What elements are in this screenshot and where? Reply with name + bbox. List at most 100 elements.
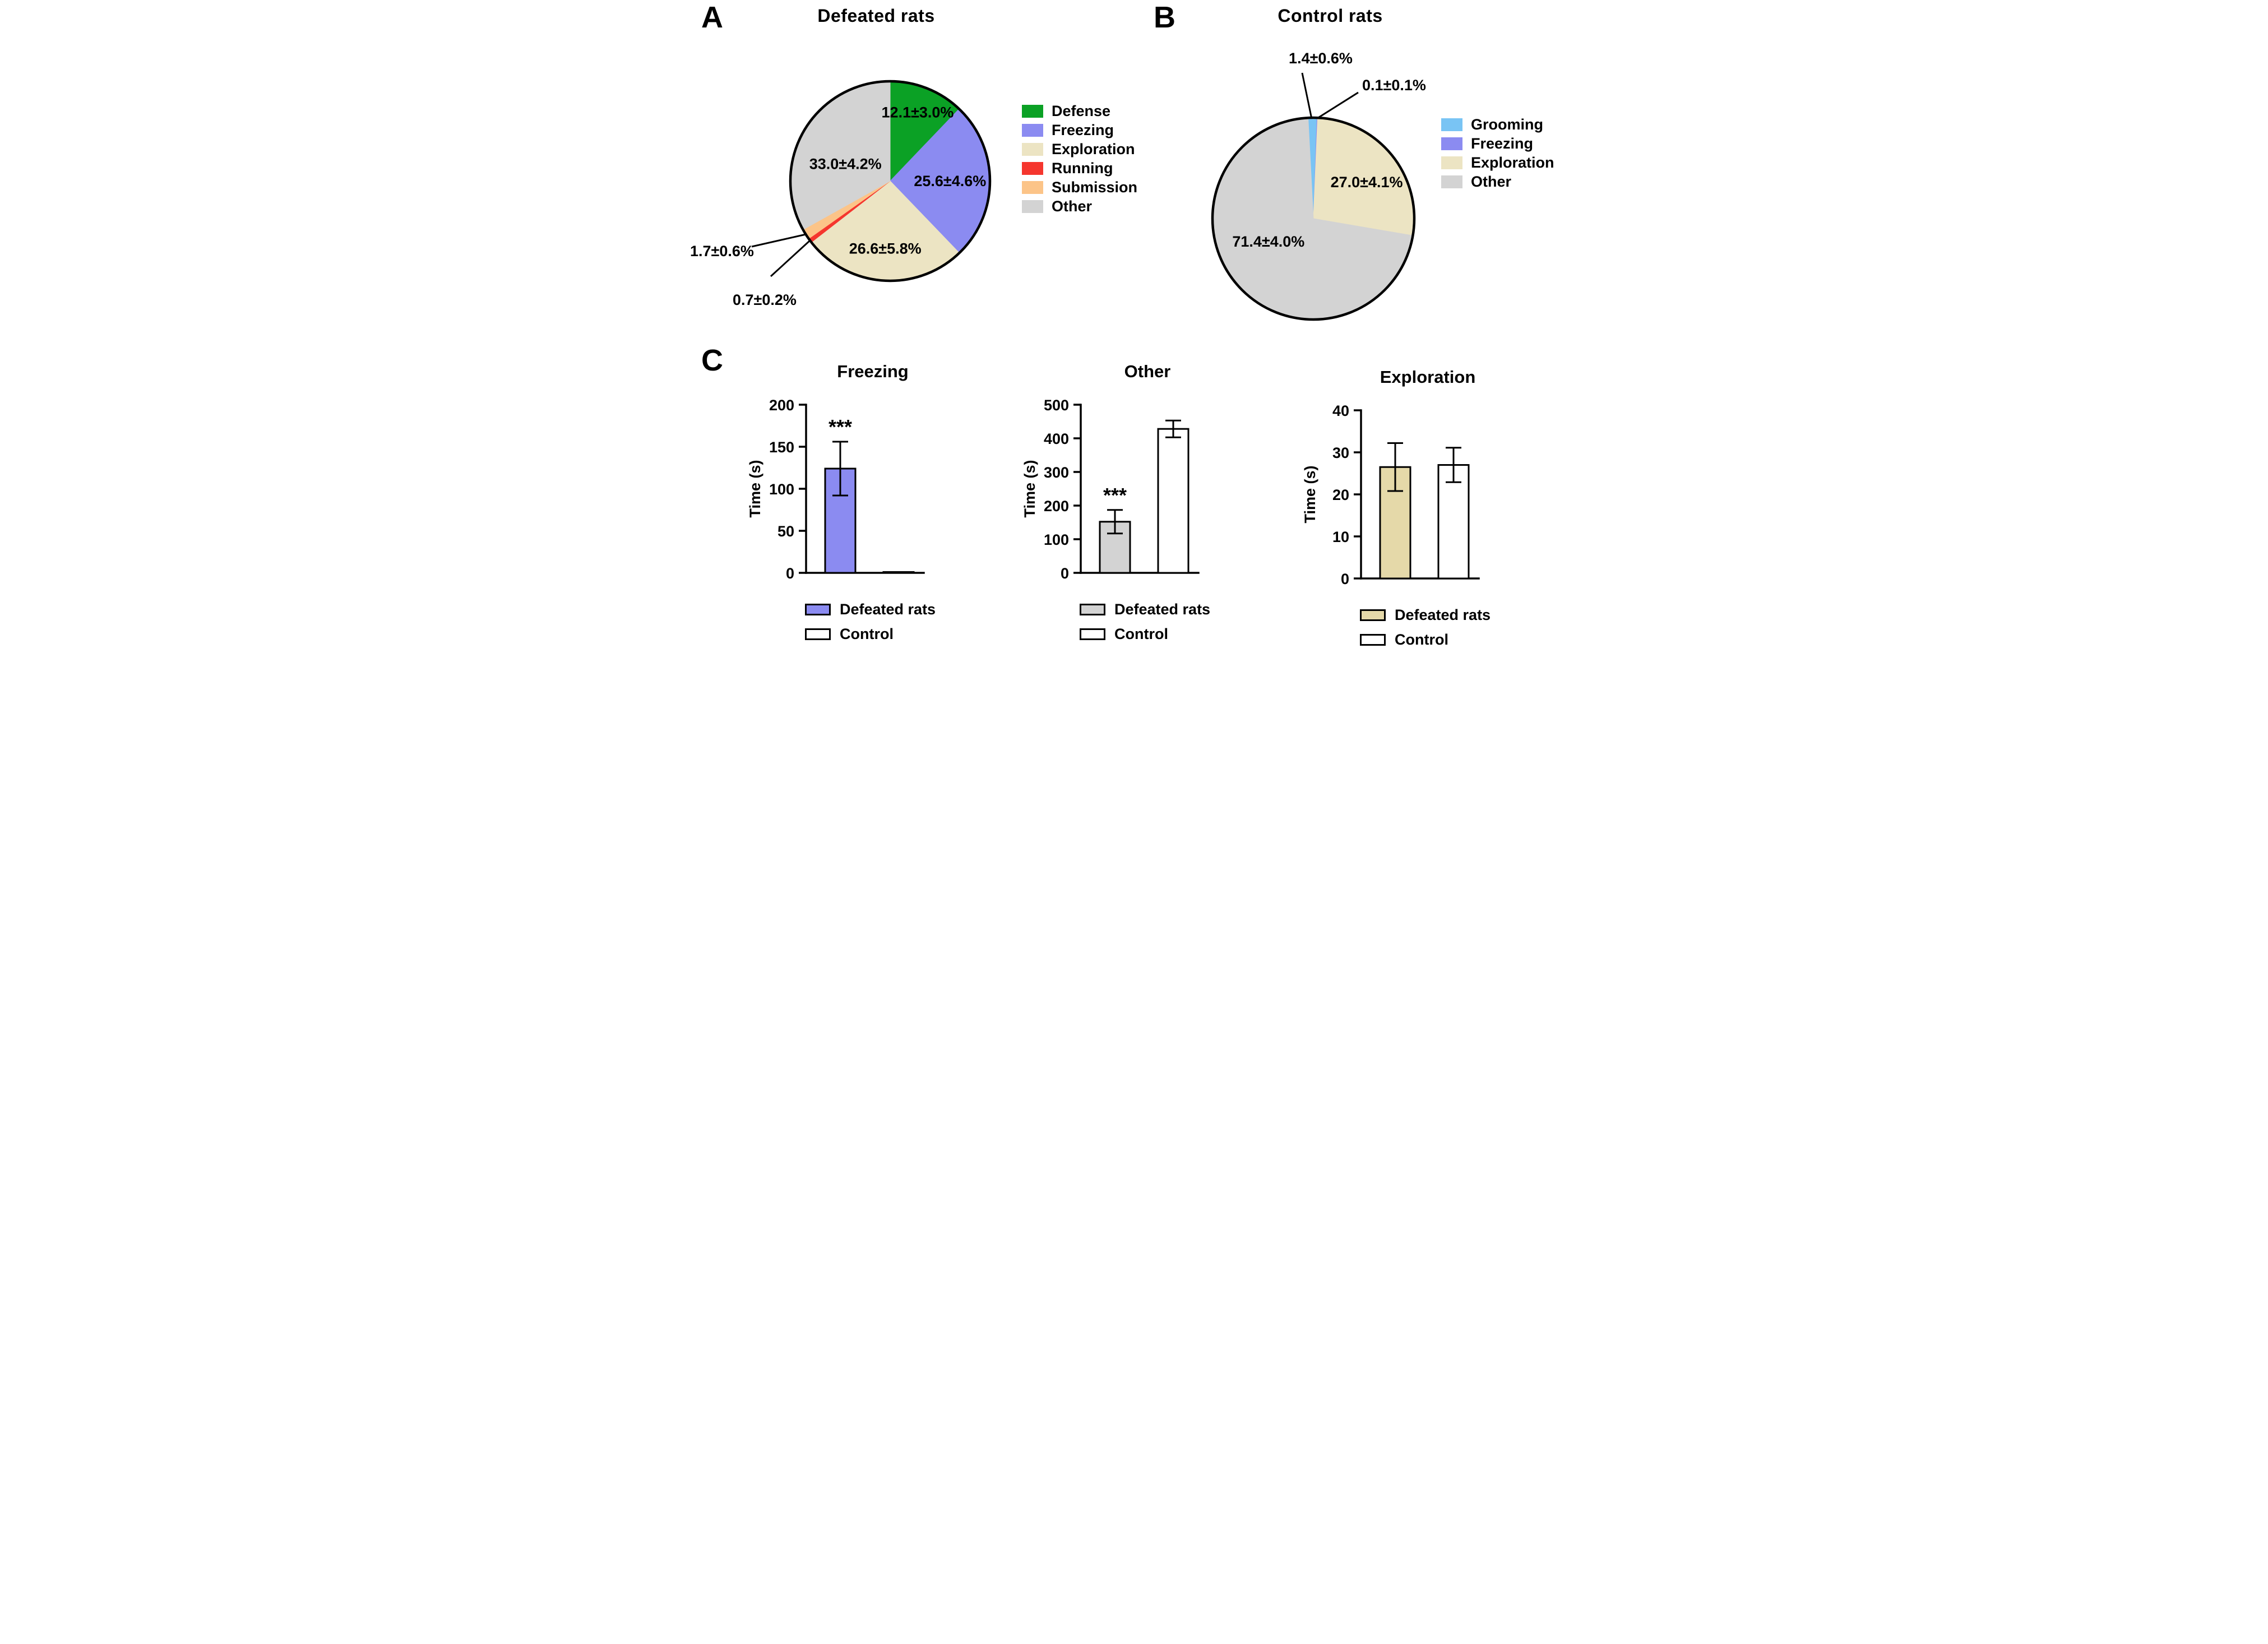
legend-item-defense: Defense xyxy=(1022,103,1137,120)
legend-item-control: Control xyxy=(1080,626,1255,643)
legend-swatch-control xyxy=(1080,628,1105,640)
y-tick-label: 100 xyxy=(769,481,794,498)
freezing-chart-legend: Defeated rats Control xyxy=(739,601,980,643)
legend-label-defense: Defense xyxy=(1052,103,1111,119)
y-axis-title: Time (s) xyxy=(1021,460,1038,517)
pie-value-grooming: 1.4±0.6% xyxy=(1289,50,1353,67)
leader-line-grooming xyxy=(1301,72,1313,119)
other-bar-chart: Other 0 100 200 300 400 500 Time (s) *** Defeat… xyxy=(1013,362,1255,643)
legend-item-control: Control xyxy=(1360,631,1535,649)
panel-b-title: Control rats xyxy=(1278,6,1383,26)
legend-label-other: Other xyxy=(1471,173,1512,190)
panel-a-label: A xyxy=(701,1,723,34)
exploration-bar-chart: Exploration 0 10 20 30 40 Time (s) Defeated r… xyxy=(1294,367,1535,649)
legend-swatch-defense xyxy=(1022,105,1043,118)
legend-item-submission: Submission xyxy=(1022,179,1137,196)
legend-item-freezing: Freezing xyxy=(1441,135,1554,152)
y-tick-label: 200 xyxy=(769,397,794,414)
legend-label-control: Control xyxy=(1114,626,1168,642)
pie-value-defense: 12.1±3.0% xyxy=(882,104,954,121)
legend-label-control: Control xyxy=(840,626,894,642)
pie-outline xyxy=(789,80,992,283)
legend-label-exploration: Exploration xyxy=(1471,154,1554,171)
legend-item-defeated-rats: Defeated rats xyxy=(805,601,980,618)
legend-item-exploration: Exploration xyxy=(1022,141,1137,158)
legend-swatch-exploration xyxy=(1022,143,1043,156)
leader-line-freezing xyxy=(1317,91,1359,119)
pie-value-exploration: 27.0±4.1% xyxy=(1331,174,1403,191)
pie-value-other: 33.0±4.2% xyxy=(809,155,882,172)
legend-item-defeated-rats: Defeated rats xyxy=(1360,606,1535,624)
exploration-chart-title: Exploration xyxy=(1380,367,1476,387)
freezing-bar-chart: Freezing 0 50 100 150 200 Time (s) *** Defeate… xyxy=(739,362,980,643)
y-tick-label: 50 xyxy=(777,523,794,540)
legend-item-grooming: Grooming xyxy=(1441,116,1554,133)
legend-swatch-submission xyxy=(1022,181,1043,194)
significance-marker: *** xyxy=(828,415,852,438)
legend-swatch-defeated-rats xyxy=(1360,609,1386,621)
control-rats-legend: Grooming Freezing Exploration Other xyxy=(1441,116,1554,191)
y-tick-label: 0 xyxy=(786,565,794,582)
legend-swatch-other xyxy=(1441,175,1462,188)
y-tick-label: 200 xyxy=(1044,498,1069,515)
freezing-chart-title: Freezing xyxy=(837,362,909,381)
panel-c-label: C xyxy=(701,344,723,377)
y-tick-label: 10 xyxy=(1332,529,1349,545)
legend-swatch-freezing xyxy=(1022,124,1043,137)
legend-item-defeated-rats: Defeated rats xyxy=(1080,601,1255,618)
pie-outline xyxy=(1211,116,1416,321)
legend-label-other: Other xyxy=(1052,198,1093,215)
significance-marker: *** xyxy=(1103,484,1127,507)
legend-item-other: Other xyxy=(1022,198,1137,215)
y-tick-label: 500 xyxy=(1044,397,1069,414)
legend-label-defeated-rats: Defeated rats xyxy=(1114,601,1211,618)
leader-line-running xyxy=(770,239,811,277)
legend-label-freezing: Freezing xyxy=(1052,122,1114,138)
y-tick-label: 20 xyxy=(1332,487,1349,503)
pie-value-freezing: 25.6±4.6% xyxy=(914,173,986,189)
other-chart-plot: 0 100 200 300 400 500 Time (s) *** xyxy=(1021,397,1200,582)
legend-item-exploration: Exploration xyxy=(1441,154,1554,172)
legend-swatch-control xyxy=(805,628,831,640)
y-tick-label: 30 xyxy=(1332,444,1349,461)
legend-swatch-defeated-rats xyxy=(805,604,831,615)
pie-value-running: 0.7±0.2% xyxy=(733,291,797,308)
legend-label-defeated-rats: Defeated rats xyxy=(1395,606,1491,623)
legend-swatch-control xyxy=(1360,634,1386,646)
pie-value-other: 71.4±4.0% xyxy=(1232,233,1304,250)
leader-line-submission xyxy=(751,233,807,248)
y-tick-label: 300 xyxy=(1044,464,1069,481)
legend-item-other: Other xyxy=(1441,173,1554,191)
other-chart-title: Other xyxy=(1124,362,1171,381)
y-tick-label: 100 xyxy=(1044,531,1069,548)
legend-swatch-freezing xyxy=(1441,137,1462,150)
figure-canvas: A Defeated rats 12.1±3.0% 25.6±4.6% 26.6±5… xyxy=(686,0,1582,653)
bar-control xyxy=(882,571,915,574)
legend-swatch-running xyxy=(1022,162,1043,175)
y-tick-label: 0 xyxy=(1061,565,1069,582)
defeated-rats-pie-chart: 12.1±3.0% 25.6±4.6% 26.6±5.8% 0.7±0.2% 1.7±0… xyxy=(690,80,992,308)
panel-a-title: Defeated rats xyxy=(817,6,935,26)
y-axis-title: Time (s) xyxy=(747,460,763,517)
legend-label-running: Running xyxy=(1052,160,1113,177)
y-tick-label: 40 xyxy=(1332,402,1349,419)
other-chart-legend: Defeated rats Control xyxy=(1013,601,1255,643)
panel-b-label: B xyxy=(1154,1,1175,34)
y-axis-title: Time (s) xyxy=(1302,465,1318,523)
legend-item-running: Running xyxy=(1022,160,1137,177)
freezing-chart-plot: 0 50 100 150 200 Time (s) *** xyxy=(747,397,925,582)
legend-label-defeated-rats: Defeated rats xyxy=(840,601,936,618)
legend-item-freezing: Freezing xyxy=(1022,122,1137,139)
pie-value-freezing: 0.1±0.1% xyxy=(1362,77,1426,94)
legend-swatch-exploration xyxy=(1441,156,1462,169)
legend-label-freezing: Freezing xyxy=(1471,135,1534,152)
y-tick-label: 150 xyxy=(769,439,794,456)
legend-item-control: Control xyxy=(805,626,980,643)
pie-value-submission: 1.7±0.6% xyxy=(690,243,754,260)
y-tick-label: 0 xyxy=(1341,571,1349,587)
legend-swatch-other xyxy=(1022,200,1043,213)
legend-swatch-grooming xyxy=(1441,118,1462,131)
defeated-rats-legend: Defense Freezing Exploration Running Submiss… xyxy=(1022,103,1137,215)
bar-control xyxy=(1437,464,1470,580)
y-tick-label: 400 xyxy=(1044,430,1069,447)
